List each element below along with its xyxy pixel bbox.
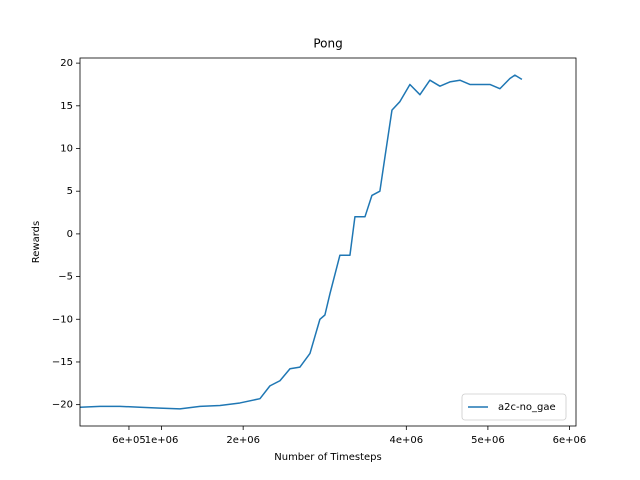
x-tick-label: 6e+06 bbox=[553, 435, 587, 446]
y-tick-label: −15 bbox=[52, 357, 73, 368]
legend-box bbox=[461, 393, 567, 421]
x-tick-label: 4e+06 bbox=[390, 435, 424, 446]
data-line bbox=[79, 74, 523, 410]
plot-frame bbox=[79, 57, 577, 427]
y-tick-label: 15 bbox=[60, 101, 73, 112]
y-tick-label: −5 bbox=[58, 272, 73, 283]
legend: a2c-no_gae bbox=[461, 393, 567, 421]
y-tick-label: 10 bbox=[60, 144, 73, 155]
y-tick-label: 5 bbox=[67, 186, 73, 197]
y-axis-label: Rewards bbox=[31, 221, 42, 263]
x-tick-label: 1e+06 bbox=[145, 435, 179, 446]
x-tick-label: 2e+06 bbox=[226, 435, 260, 446]
y-tick-label: 0 bbox=[67, 229, 73, 240]
chart-title: Pong bbox=[313, 37, 342, 51]
x-tick-label: 6e+05 bbox=[112, 435, 146, 446]
y-tick-label: 20 bbox=[60, 58, 73, 69]
y-tick-label: −10 bbox=[52, 314, 73, 325]
x-tick-label: 5e+06 bbox=[471, 435, 505, 446]
y-tick-label: −20 bbox=[52, 400, 73, 411]
x-axis-label: Number of Timesteps bbox=[274, 452, 381, 463]
legend-label: a2c-no_gae bbox=[498, 402, 556, 413]
